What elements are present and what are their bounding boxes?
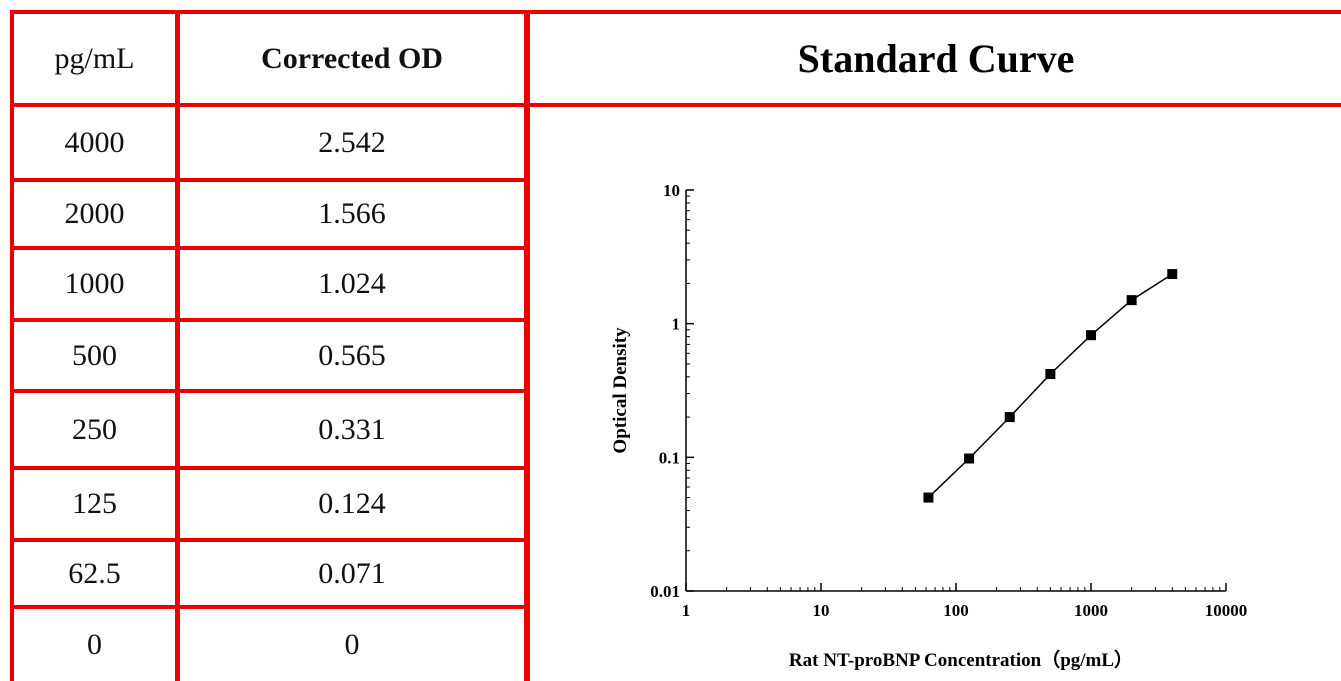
row-divider-2	[10, 246, 528, 250]
divider-col-2	[524, 10, 530, 681]
y-tick-label: 10	[663, 181, 680, 200]
table-row-4-concentration: 500	[72, 338, 117, 372]
data-point	[1004, 412, 1015, 423]
row-divider-6	[10, 538, 528, 542]
x-axis-label: Rat NT-proBNP Concentration（pg/mL）	[789, 648, 1133, 671]
table-row-6-concentration: 125	[72, 487, 117, 520]
table-row-3-concentration: 1000	[64, 267, 125, 300]
table-row-4-od: 0.565	[318, 338, 386, 372]
row-divider-3	[10, 318, 528, 322]
x-tick-label: 10000	[1205, 601, 1248, 620]
y-axis-label: Optical Density	[610, 327, 631, 454]
row-divider-4	[10, 389, 528, 393]
table-row-3-od: 1.024	[318, 267, 386, 300]
y-tick-label: 1	[672, 315, 681, 334]
table-row-5-od: 0.331	[318, 412, 386, 446]
chart-title: Standard Curve	[797, 35, 1075, 81]
x-tick-label: 100	[943, 601, 969, 620]
y-tick-label: 0.1	[659, 448, 680, 467]
data-point	[923, 492, 934, 503]
table-row-8-od: 0	[344, 628, 360, 661]
divider-col-1	[175, 10, 180, 681]
header-corrected-od: Corrected OD	[261, 41, 443, 75]
table-row-8-concentration: 0	[87, 628, 102, 661]
table-row-5-concentration: 250	[72, 412, 117, 446]
y-tick-label: 0.01	[650, 582, 680, 601]
x-tick-label: 1000	[1074, 601, 1108, 620]
table-row-1-od: 2.542	[318, 125, 386, 159]
series-line	[927, 273, 1173, 499]
data-point	[1045, 369, 1056, 380]
table-row-7-od: 0.071	[318, 556, 386, 590]
header-concentration: pg/mL	[54, 41, 135, 75]
standard-curve-chart: 1 10 100 1000 10000 0.01 0.1 1 10 Rat NT-proBNP C…	[610, 181, 1248, 671]
row-divider-7	[10, 605, 528, 609]
data-point	[1086, 330, 1096, 341]
x-tick-label: 10	[813, 601, 830, 620]
data-point	[1126, 295, 1137, 306]
table-row-7-concentration: 62.5	[68, 556, 121, 590]
data-point	[1167, 269, 1178, 280]
data-point	[964, 453, 975, 464]
table-row-6-od: 0.124	[318, 487, 386, 520]
row-divider-1	[10, 178, 528, 182]
x-tick-label: 1	[682, 601, 691, 620]
header-divider-full	[10, 103, 1341, 107]
border-left	[10, 10, 14, 681]
table-row-2-concentration: 2000	[64, 197, 125, 230]
border-top	[10, 10, 1341, 14]
row-divider-5	[10, 466, 528, 470]
table-row-2-od: 1.566	[318, 197, 386, 230]
table-row-1-concentration: 4000	[64, 125, 125, 159]
